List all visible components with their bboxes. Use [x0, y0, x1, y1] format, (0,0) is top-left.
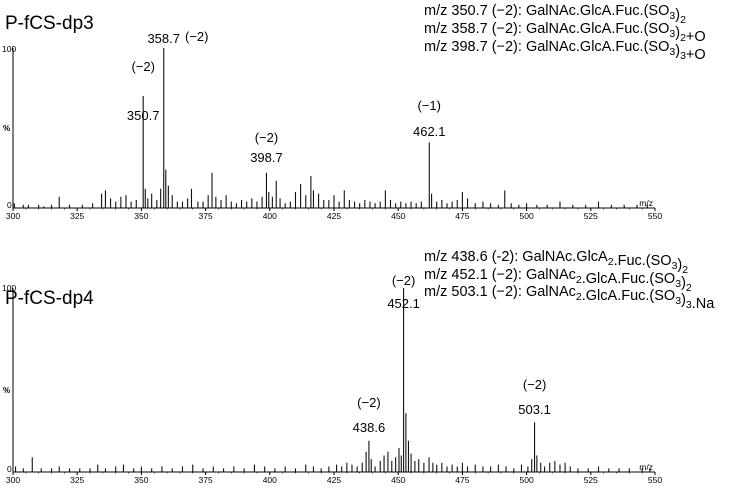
legend: m/z 438.6 (-2): GalNAc.GlcA2.Fuc.(SO3)2m…	[424, 249, 715, 312]
y-tick-label: 100	[2, 283, 16, 293]
legend: m/z 350.7 (−2): GalNAc.GlcA.Fuc.(SO3)2m/…	[424, 3, 706, 63]
peak-label-group: 350.7 (−2) 358.7 (−2) 398.7 (−2) 462.1 (−1)	[127, 29, 446, 165]
peak-charge-label: (−2)	[131, 59, 154, 74]
x-tick-label: 325	[70, 475, 84, 485]
x-tick-label: 475	[455, 475, 469, 485]
x-tick-label: 425	[327, 475, 341, 485]
x-axis-label: m/z	[639, 462, 653, 472]
x-tick-label: 450	[391, 211, 405, 221]
legend-entry: m/z 503.1 (−2): GalNAc2.GlcA.Fuc.(SO3)3.…	[424, 284, 715, 312]
x-tick-label: 525	[584, 211, 598, 221]
x-tick-label: 300	[6, 475, 20, 485]
y-tick-label: 0	[7, 200, 12, 210]
panel-dp4: P-fCS-dp4 m/z 438.6 (-2): GalNAc.GlcA2.F…	[2, 249, 715, 485]
panel-dp3: P-fCS-dp3 m/z 350.7 (−2): GalNAc.GlcA.Fu…	[2, 3, 706, 221]
x-tick-label: 400	[263, 475, 277, 485]
x-tick-label: 475	[455, 211, 469, 221]
x-tick-label: 425	[327, 211, 341, 221]
peak-mz-label: 462.1	[413, 124, 446, 139]
x-tick-label: 550	[648, 211, 662, 221]
peak-charge-label: (−2)	[255, 130, 278, 145]
peak-label-group: 438.6 (−2) 452.1 (−2) 503.1 (−2)	[353, 273, 551, 435]
y-axis: 100 0 %	[2, 283, 16, 474]
x-tick-label: 350	[134, 211, 148, 221]
x-tick-label: 375	[199, 211, 213, 221]
peak-mz-label: 398.7	[250, 150, 283, 165]
legend-entry: m/z 438.6 (-2): GalNAc.GlcA2.Fuc.(SO3)2	[424, 249, 688, 276]
peak-charge-label: (−2)	[185, 29, 208, 44]
x-tick-label: 500	[520, 211, 534, 221]
peak-mz-label: 503.1	[518, 402, 551, 417]
peak-group	[13, 48, 648, 208]
x-tick-label: 325	[70, 211, 84, 221]
peak-group	[15, 288, 651, 472]
x-tick-label: 350	[134, 475, 148, 485]
peak-charge-label: (−2)	[357, 395, 380, 410]
x-tick-label: 400	[263, 211, 277, 221]
y-tick-label: 0	[7, 464, 12, 474]
peak-charge-label: (−2)	[392, 273, 415, 288]
x-tick-label: 375	[199, 475, 213, 485]
x-tick-label: 300	[6, 211, 20, 221]
y-axis: 100 0 %	[2, 44, 16, 210]
panel-title: P-fCS-dp4	[5, 288, 94, 309]
x-axis-label: m/z	[639, 198, 653, 208]
peak-mz-label: 452.1	[387, 296, 420, 311]
x-tick-label: 500	[520, 475, 534, 485]
legend-entry: m/z 358.7 (−2): GalNAc.GlcA.Fuc.(SO3)2+O	[424, 21, 706, 45]
x-axis: 300 325 350 375 400 425 450 475 500 525 550 m/z	[6, 462, 662, 485]
y-tick-label: 100	[2, 44, 16, 54]
x-tick-label: 525	[584, 475, 598, 485]
peak-mz-label: 358.7	[147, 31, 180, 46]
x-tick-label: 450	[391, 475, 405, 485]
y-axis-label: %	[3, 124, 10, 133]
panel-title: P-fCS-dp3	[5, 13, 94, 34]
legend-entry: m/z 452.1 (−2): GalNAc2.GlcA.Fuc.(SO3)2	[424, 267, 692, 294]
peak-charge-label: (−1)	[418, 98, 441, 113]
y-axis-label: %	[3, 386, 10, 395]
x-axis: 300 325 350 375 400 425 450 475 500 525 550 m/z	[6, 198, 662, 221]
peak-mz-label: 438.6	[353, 420, 386, 435]
peak-mz-label: 350.7	[127, 108, 160, 123]
legend-entry: m/z 350.7 (−2): GalNAc.GlcA.Fuc.(SO3)2	[424, 3, 686, 26]
legend-entry: m/z 398.7 (−2): GalNAc.GlcA.Fuc.(SO3)3+O	[424, 39, 706, 63]
x-tick-label: 550	[648, 475, 662, 485]
peak-charge-label: (−2)	[523, 377, 546, 392]
